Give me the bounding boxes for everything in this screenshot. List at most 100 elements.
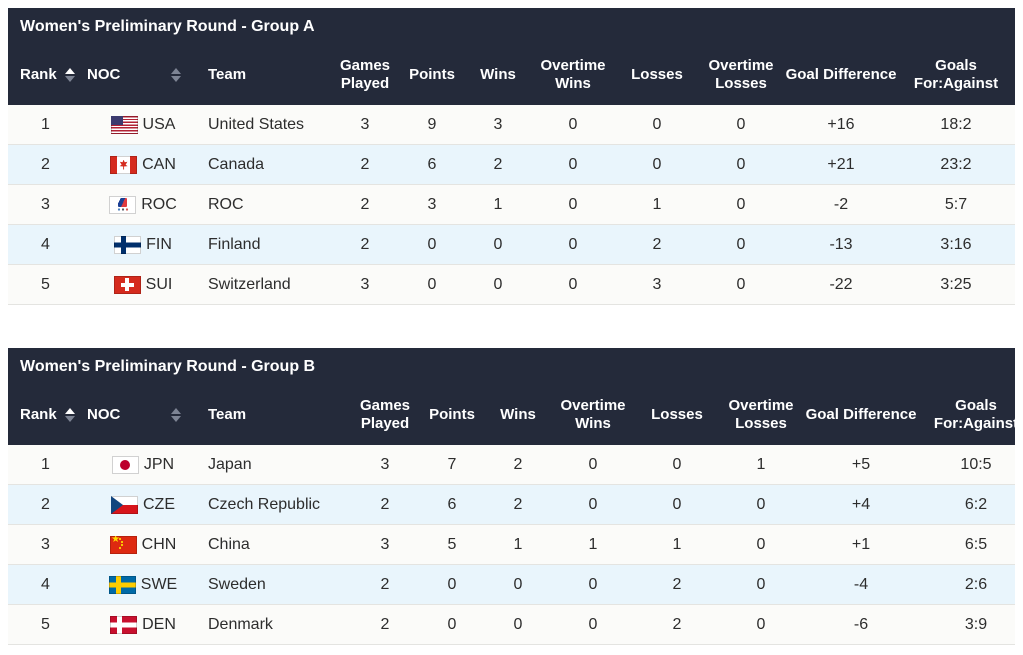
cell-gd: -2 — [785, 184, 897, 225]
cell-gd: +21 — [785, 144, 897, 185]
jpn-flag-icon — [111, 455, 139, 474]
standings-table-group-a: Women's Preliminary Round - Group A Rank… — [8, 8, 1015, 305]
cell-losses: 0 — [617, 144, 697, 185]
cell-otw: 0 — [529, 224, 617, 265]
table-row: 3CHNChina351110+16:5 — [8, 524, 1015, 565]
cell-losses: 3 — [617, 264, 697, 305]
cell-wins: 0 — [487, 564, 549, 605]
cell-otl: 0 — [697, 264, 785, 305]
cell-gfa: 6:5 — [917, 524, 1015, 565]
column-header-noc[interactable]: NOC — [83, 385, 203, 445]
cell-otl: 0 — [697, 184, 785, 225]
column-header-gp: Games Played — [353, 385, 417, 445]
cell-team: Czech Republic — [203, 484, 353, 525]
column-label-rank: Rank — [20, 66, 57, 83]
column-header-wins: Wins — [487, 385, 549, 445]
cell-otl: 0 — [697, 144, 785, 185]
cell-points: 6 — [417, 484, 487, 525]
cell-losses: 2 — [617, 224, 697, 265]
cell-gp: 2 — [353, 564, 417, 605]
table-title-group-b: Women's Preliminary Round - Group B — [8, 348, 1015, 385]
column-label-noc: NOC — [87, 66, 121, 83]
sort-noc-icon[interactable] — [171, 68, 181, 82]
cell-gd: -4 — [805, 564, 917, 605]
column-label-rank: Rank — [20, 406, 57, 423]
standings-table-group-b: Women's Preliminary Round - Group B Rank… — [8, 348, 1015, 645]
table-row: 2 CAN Canada 2 6 2 0 0 0 +21 23:2 — [8, 144, 1015, 185]
column-header-rank[interactable]: Rank — [8, 385, 83, 445]
fin-flag-icon — [114, 235, 142, 254]
cell-otw: 0 — [529, 144, 617, 185]
cell-noc: SUI — [83, 264, 203, 305]
cell-gfa: 2:6 — [917, 564, 1015, 605]
column-header-rank[interactable]: Rank — [8, 45, 83, 105]
cell-team: Canada — [203, 144, 333, 185]
noc-code: DEN — [142, 615, 176, 633]
noc-code: ROC — [141, 195, 177, 213]
cell-otw: 0 — [549, 445, 637, 485]
cell-noc: DEN — [83, 604, 203, 645]
cell-gfa: 3:25 — [897, 264, 1015, 305]
sort-rank-icon[interactable] — [65, 68, 75, 82]
cell-gfa: 6:2 — [917, 484, 1015, 525]
cell-points: 0 — [397, 264, 467, 305]
column-header-otw: Overtime Wins — [529, 45, 617, 105]
standings-grid: Rank NOC Team Games Played Points Wins Overtim… — [8, 45, 1015, 305]
cell-team: China — [203, 524, 353, 565]
cell-otl: 0 — [697, 105, 785, 145]
cell-gd: +5 — [805, 445, 917, 485]
cell-gfa: 18:2 — [897, 105, 1015, 145]
noc-code: FIN — [146, 235, 172, 253]
cell-gp: 2 — [333, 144, 397, 185]
cell-noc: CAN — [83, 144, 203, 185]
cell-points: 0 — [417, 564, 487, 605]
cell-gd: -13 — [785, 224, 897, 265]
table-row: 2 CZE Czech Republic 2 6 2 0 0 0 +4 6:2 — [8, 484, 1015, 525]
column-header-gd: Goal Difference — [785, 45, 897, 105]
cell-losses: 2 — [637, 564, 717, 605]
cell-noc: CZE — [83, 484, 203, 525]
cell-rank: 3 — [8, 184, 83, 225]
cell-rank: 4 — [8, 564, 83, 605]
sui-flag-icon — [113, 275, 141, 294]
noc-code: SUI — [145, 275, 173, 293]
cell-gp: 2 — [333, 224, 397, 265]
cell-gfa: 23:2 — [897, 144, 1015, 185]
cell-otl: 0 — [697, 224, 785, 265]
cell-gd: -22 — [785, 264, 897, 305]
cell-losses: 2 — [637, 604, 717, 645]
sort-noc-icon[interactable] — [171, 408, 181, 422]
noc-code: USA — [142, 115, 176, 133]
chn-flag-icon — [109, 535, 137, 554]
noc-code: CZE — [143, 495, 175, 513]
cell-losses: 0 — [617, 105, 697, 145]
cell-points: 9 — [397, 105, 467, 145]
cell-points: 0 — [397, 224, 467, 265]
cell-team: Japan — [203, 445, 353, 485]
cell-rank: 2 — [8, 144, 83, 185]
column-header-gfa: Goals For:Against — [917, 385, 1015, 445]
cell-rank: 3 — [8, 524, 83, 565]
cell-otl: 0 — [717, 484, 805, 525]
cell-team: Sweden — [203, 564, 353, 605]
sort-rank-icon[interactable] — [65, 408, 75, 422]
cell-gp: 3 — [353, 445, 417, 485]
cell-wins: 0 — [467, 224, 529, 265]
table-row: 1 USA United States 3 9 3 0 0 0 +16 18:2 — [8, 105, 1015, 145]
cell-gfa: 10:5 — [917, 445, 1015, 485]
column-header-otl: Overtime Losses — [697, 45, 785, 105]
cell-gp: 2 — [333, 184, 397, 225]
cell-gp: 3 — [333, 105, 397, 145]
column-label-noc: NOC — [87, 406, 121, 423]
column-header-wins: Wins — [467, 45, 529, 105]
cell-gp: 2 — [353, 604, 417, 645]
noc-code: CAN — [142, 155, 176, 173]
cell-noc: USA — [83, 105, 203, 145]
cell-gd: +4 — [805, 484, 917, 525]
cell-otw: 0 — [529, 264, 617, 305]
cze-flag-icon — [111, 495, 138, 514]
column-header-noc[interactable]: NOC — [83, 45, 203, 105]
cell-rank: 4 — [8, 224, 83, 265]
noc-code: JPN — [143, 455, 175, 473]
